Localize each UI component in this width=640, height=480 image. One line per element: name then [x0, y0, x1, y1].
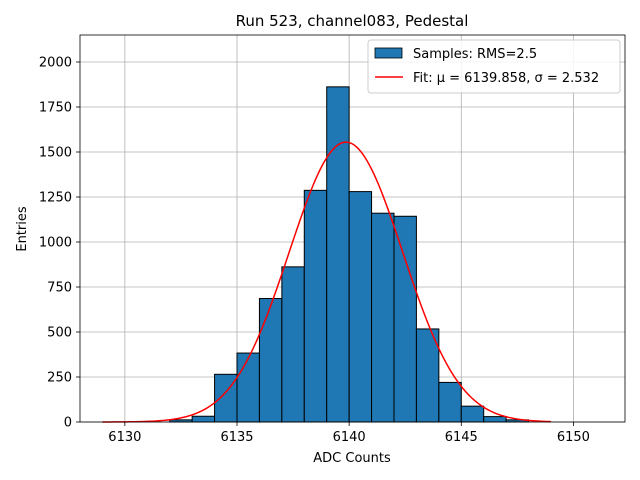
histogram-bar	[303, 189, 328, 423]
x-axis-label: ADC Counts	[313, 451, 391, 466]
histogram-bar	[393, 215, 417, 423]
histogram-bar	[191, 415, 216, 423]
histogram-bar	[483, 416, 507, 423]
y-tick-label: 500	[47, 326, 72, 341]
fit-curve	[102, 141, 552, 423]
y-tick-label: 2000	[39, 56, 72, 71]
y-tick-label: 250	[47, 371, 72, 386]
y-tick-label: 750	[47, 281, 72, 296]
legend-box	[367, 39, 621, 94]
legend-label-histogram: Samples: RMS=2.5	[413, 47, 537, 62]
y-tick-label: 0	[64, 416, 72, 431]
x-tick-label: 6145	[445, 430, 478, 445]
x-tick-label: 6130	[108, 430, 141, 445]
x-tick-label: 6150	[557, 430, 590, 445]
histogram-bar	[236, 352, 260, 423]
histogram-bar	[326, 86, 350, 423]
y-tick-label: 1500	[39, 146, 72, 161]
y-tick-label: 1250	[39, 191, 72, 206]
chart-title: Run 523, channel083, Pedestal	[236, 12, 469, 30]
y-axis-ticks: 0 250 500 750 1000 1250 1500 1750 2000	[39, 56, 80, 431]
legend-label-fit: Fit: μ = 6139.858, σ = 2.532	[413, 71, 599, 86]
histogram-bar	[258, 298, 283, 423]
y-tick-label: 1000	[39, 236, 72, 251]
histogram-bars	[169, 86, 530, 423]
x-tick-label: 6140	[333, 430, 366, 445]
legend: Samples: RMS=2.5 Fit: μ = 6139.858, σ = …	[367, 39, 621, 94]
histogram-bar	[371, 212, 395, 423]
x-tick-label: 6135	[220, 430, 253, 445]
y-tick-label: 1750	[39, 101, 72, 116]
histogram-bar	[348, 191, 373, 423]
histogram-bar	[438, 381, 462, 423]
plot-frame	[79, 34, 626, 423]
y-axis-label: Entries	[15, 206, 30, 252]
legend-swatch-histogram	[374, 47, 403, 59]
x-axis-ticks: 6130 6135 6140 6145 6150	[108, 422, 590, 445]
histogram-bar	[460, 405, 485, 423]
histogram-bar	[281, 266, 305, 423]
